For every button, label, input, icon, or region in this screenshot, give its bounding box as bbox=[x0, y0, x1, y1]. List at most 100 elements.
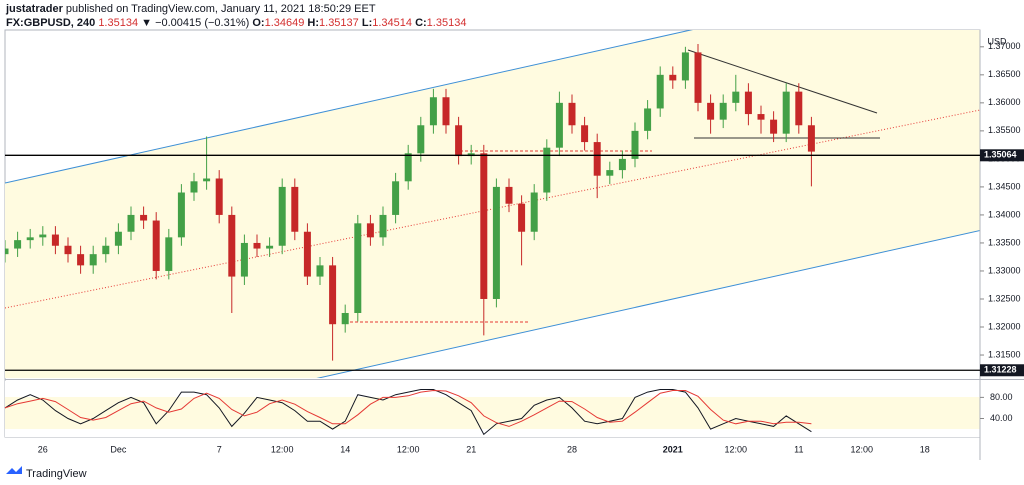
candle-body bbox=[354, 223, 362, 313]
y-tick-label: 1.34500 bbox=[988, 181, 1021, 191]
brand: TradingView bbox=[26, 468, 87, 480]
logo bbox=[6, 466, 22, 474]
oscillator-band bbox=[5, 397, 980, 429]
candle-body bbox=[102, 245, 110, 255]
candle-body bbox=[215, 178, 223, 215]
y-tick-label: 1.33000 bbox=[988, 265, 1021, 275]
candle-body bbox=[732, 91, 740, 103]
last-price: 1.35134 bbox=[98, 17, 139, 29]
y-tick-label: 1.36000 bbox=[988, 97, 1021, 107]
candle-body bbox=[228, 214, 236, 277]
candle-body bbox=[770, 119, 778, 134]
candle-body bbox=[757, 114, 765, 120]
channel-lower bbox=[316, 229, 980, 378]
candle-body bbox=[644, 108, 652, 131]
level-label: 1.35064 bbox=[984, 150, 1017, 160]
candle-body bbox=[152, 220, 160, 271]
y2-tick-label: 40.00 bbox=[990, 413, 1013, 423]
candle-body bbox=[253, 242, 261, 249]
triangle-upper bbox=[687, 49, 878, 114]
candle-body bbox=[581, 125, 589, 143]
candle-body bbox=[543, 147, 551, 193]
oscillator-line bbox=[4, 389, 812, 427]
candle-body bbox=[719, 102, 727, 120]
candle-body bbox=[26, 237, 34, 241]
candle-body bbox=[316, 265, 324, 277]
header-line: justatrader published on TradingView.com… bbox=[6, 3, 376, 15]
candle-body bbox=[669, 74, 677, 81]
candle-body bbox=[606, 170, 614, 176]
channel-mid bbox=[5, 109, 980, 309]
candle-body bbox=[203, 178, 211, 182]
x-tick-label: 26 bbox=[38, 444, 48, 454]
candle-body bbox=[555, 102, 563, 148]
y-tick-label: 1.34000 bbox=[988, 209, 1021, 219]
candle-body bbox=[379, 214, 387, 238]
author: justatrader bbox=[6, 3, 63, 15]
candle-body bbox=[266, 245, 274, 249]
high-label: H: bbox=[307, 17, 320, 29]
candle-body bbox=[442, 97, 450, 126]
candle-body bbox=[5, 248, 9, 255]
symbol-line: FX:GBPUSD, 240 1.35134 ▼ −0.00415 (−0.31… bbox=[6, 17, 466, 29]
y-tick-label: 1.32500 bbox=[988, 293, 1021, 303]
candle-body bbox=[530, 192, 538, 232]
candle-body bbox=[404, 153, 412, 182]
candle-body bbox=[366, 223, 374, 238]
candle-body bbox=[64, 245, 72, 255]
low-label: L: bbox=[361, 17, 373, 29]
candle-body bbox=[303, 231, 311, 277]
candle-body bbox=[51, 234, 59, 246]
candle-body bbox=[417, 125, 425, 154]
x-tick-label: 12:00 bbox=[725, 444, 748, 454]
candle-body bbox=[429, 97, 437, 126]
candle-body bbox=[341, 312, 349, 325]
candle-body bbox=[240, 242, 248, 277]
candle-body bbox=[140, 214, 148, 221]
close: 1.35134 bbox=[426, 17, 467, 29]
level-label-box bbox=[980, 149, 1024, 162]
candle-body bbox=[114, 231, 122, 246]
x-tick-label: 14 bbox=[340, 444, 350, 454]
candle-body bbox=[14, 240, 22, 249]
candle-body bbox=[631, 130, 639, 159]
candle-body bbox=[165, 237, 173, 271]
candle-body bbox=[807, 125, 815, 152]
candle-body bbox=[89, 254, 97, 266]
x-tick-label: 28 bbox=[567, 444, 577, 454]
candle-body bbox=[681, 52, 689, 81]
candle-body bbox=[707, 102, 715, 120]
candle-body bbox=[392, 181, 400, 215]
candle-body bbox=[782, 91, 790, 134]
candle-body bbox=[177, 192, 185, 238]
low: 1.34514 bbox=[372, 17, 412, 29]
level-label: 1.31228 bbox=[984, 365, 1017, 375]
y-tick-label: 1.32000 bbox=[988, 321, 1021, 331]
x-tick-label: 21 bbox=[466, 444, 476, 454]
y-tick-label: 1.36500 bbox=[988, 69, 1021, 79]
y-tick-label: 1.31500 bbox=[988, 349, 1021, 359]
x-tick-label: 18 bbox=[920, 444, 930, 454]
candle-body bbox=[329, 265, 337, 325]
candle-body bbox=[568, 102, 576, 126]
candle-body bbox=[190, 181, 198, 193]
symbol: FX:GBPUSD, 240 bbox=[6, 17, 96, 29]
x-tick-label: 12:00 bbox=[271, 444, 294, 454]
published: published on TradingView.com, January 11… bbox=[65, 3, 376, 15]
candle-body bbox=[694, 52, 702, 103]
candle-body bbox=[480, 153, 488, 299]
candle-body bbox=[795, 91, 803, 126]
candle-body bbox=[505, 186, 513, 204]
candle-body bbox=[455, 125, 463, 157]
x-tick-label: 12:00 bbox=[851, 444, 874, 454]
x-tick-label: 12:00 bbox=[397, 444, 420, 454]
open: 1.34649 bbox=[264, 17, 305, 29]
x-tick-label: 2021 bbox=[663, 444, 683, 454]
candle-body bbox=[127, 214, 135, 232]
candle-body bbox=[492, 186, 500, 299]
close-label: C: bbox=[415, 17, 427, 29]
candle-body bbox=[618, 158, 626, 171]
y2-tick-label: 80.00 bbox=[990, 392, 1013, 402]
x-tick-label: Dec bbox=[110, 444, 127, 454]
